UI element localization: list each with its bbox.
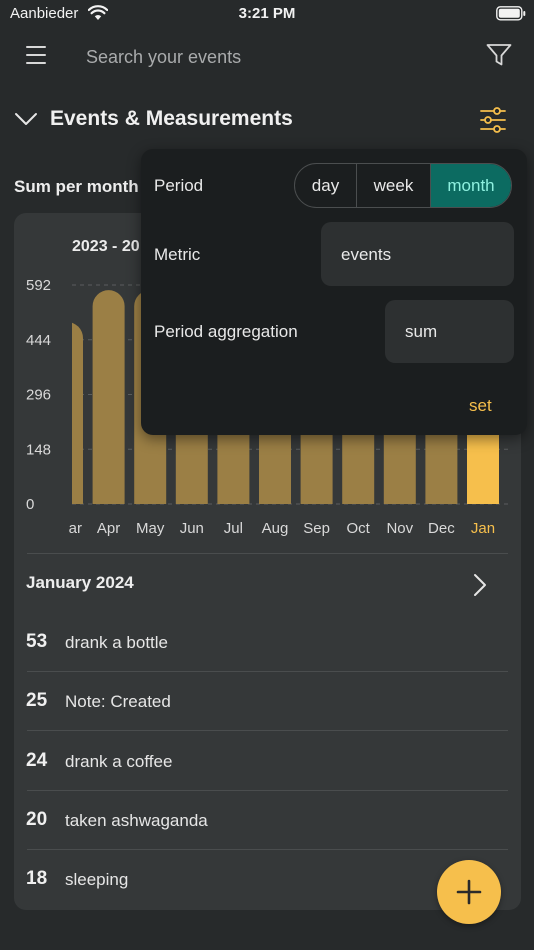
y-tick-label: 0 (26, 496, 34, 513)
divider (27, 849, 508, 850)
chart-bar-ar[interactable] (51, 322, 83, 504)
x-tick-label: Nov (386, 520, 413, 537)
event-count: 20 (26, 809, 48, 830)
event-name: drank a bottle (65, 633, 169, 652)
event-name: Note: Created (65, 692, 171, 711)
metric-value: events (341, 245, 392, 264)
sliders-icon[interactable] (480, 106, 506, 134)
period-segmented-control: day week month (294, 163, 512, 208)
y-tick-label: 296 (26, 387, 51, 404)
divider (27, 671, 508, 672)
divider (27, 790, 508, 791)
period-month-option[interactable]: month (431, 164, 511, 207)
x-tick-label: ar (69, 520, 82, 537)
menu-icon[interactable] (26, 46, 46, 64)
list-item[interactable]: 25 Note: Created (26, 681, 506, 721)
x-tick-label: Apr (97, 520, 120, 537)
list-item[interactable]: 20 taken ashwaganda (26, 800, 506, 840)
status-time: 3:21 PM (238, 5, 296, 22)
aggregation-label: Period aggregation (154, 322, 298, 341)
filter-icon[interactable] (486, 43, 512, 67)
y-tick-label: 444 (26, 332, 51, 349)
list-item[interactable]: 18 sleeping (26, 859, 506, 899)
x-tick-label: Jul (224, 520, 243, 537)
event-count: 53 (26, 631, 48, 652)
chart-bar-apr[interactable] (92, 290, 125, 504)
x-tick-label: Oct (347, 520, 371, 537)
y-tick-label: 148 (26, 441, 51, 458)
aggregation-value: sum (405, 322, 438, 341)
wifi-icon (88, 5, 108, 20)
divider (27, 553, 508, 554)
section-title: Events & Measurements (50, 107, 293, 130)
chart-title: 2023 - 20 (72, 238, 140, 255)
add-event-button[interactable] (437, 860, 501, 924)
chevron-down-icon[interactable] (14, 111, 38, 127)
event-count: 25 (26, 690, 48, 711)
metric-label: Metric (154, 245, 201, 264)
x-tick-label: May (136, 520, 165, 537)
event-name: taken ashwaganda (65, 811, 208, 830)
plus-icon (456, 879, 482, 905)
period-label: Period (154, 176, 204, 195)
list-item[interactable]: 24 drank a coffee (26, 741, 506, 781)
x-tick-label: Sep (303, 520, 330, 537)
event-name: sleeping (65, 870, 129, 889)
search-input[interactable] (84, 40, 448, 74)
x-tick-label: Dec (428, 520, 455, 537)
period-week-option[interactable]: week (357, 164, 431, 207)
divider (27, 730, 508, 731)
y-tick-label: 592 (26, 277, 51, 294)
list-item[interactable]: 53 drank a bottle (26, 622, 506, 662)
event-count: 24 (26, 750, 48, 771)
x-tick-label: Jun (180, 520, 204, 537)
set-button[interactable]: set (469, 396, 492, 415)
aggregation-select[interactable]: sum (385, 300, 514, 363)
event-count: 18 (26, 868, 48, 889)
battery-icon (496, 6, 526, 21)
x-tick-label: Jan (471, 520, 495, 537)
event-name: drank a coffee (65, 752, 173, 771)
metric-select[interactable]: events (321, 222, 514, 286)
month-header: January 2024 (26, 573, 134, 592)
chart-subtitle: Sum per month (14, 177, 139, 196)
chevron-right-icon[interactable] (472, 573, 488, 597)
x-tick-label: Aug (262, 520, 289, 537)
carrier-label: Aanbieder (10, 5, 79, 22)
segment-divider (356, 164, 357, 207)
period-day-option[interactable]: day (311, 176, 340, 195)
